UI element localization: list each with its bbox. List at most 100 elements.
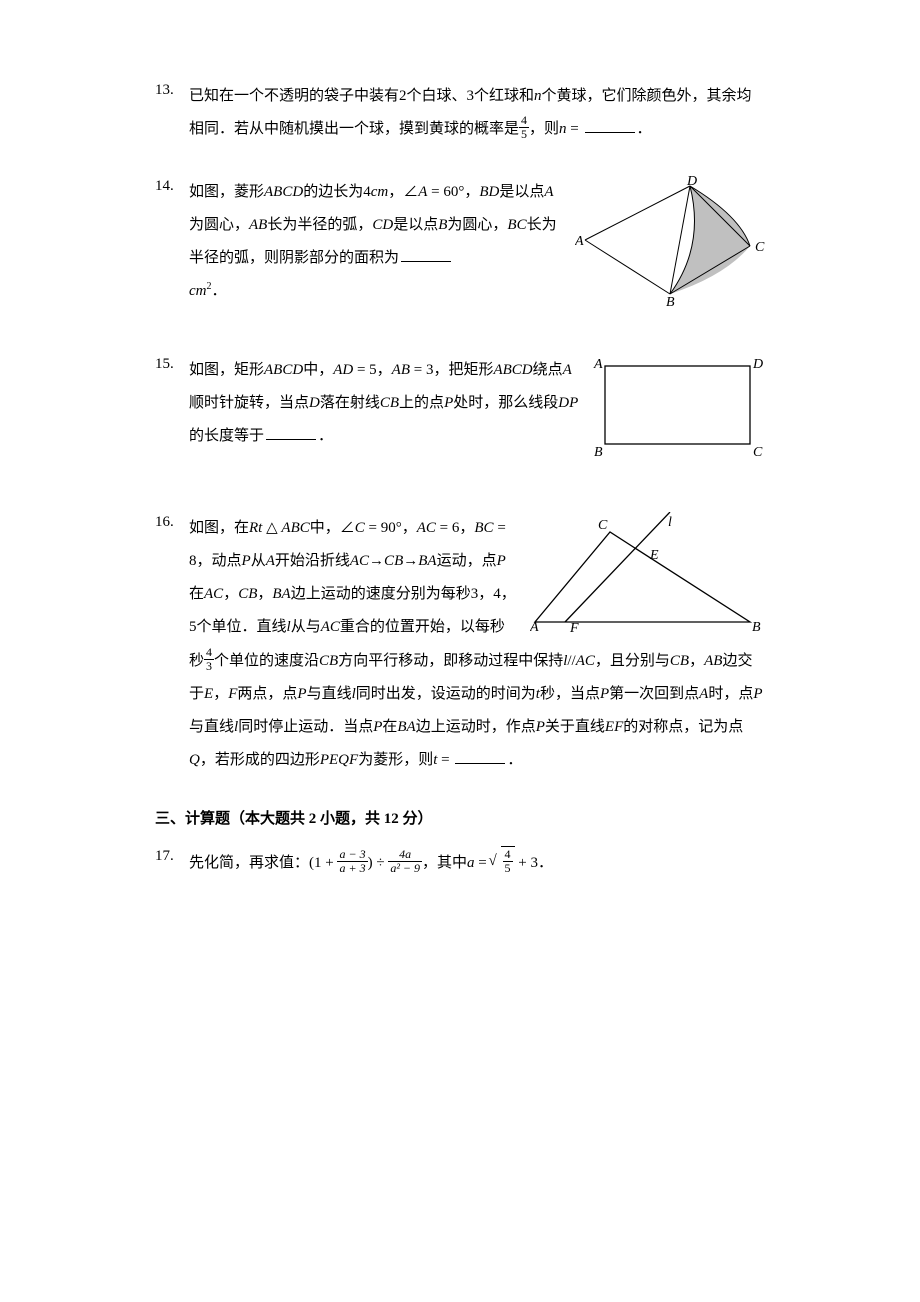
- label-c: C: [753, 445, 763, 459]
- question-number: 16.: [155, 512, 189, 531]
- text: ，若形成的四边形: [200, 752, 320, 768]
- text: 先化简，再求值：(1 +: [189, 855, 337, 871]
- label-f: F: [569, 621, 579, 632]
- text: ) ÷: [368, 855, 389, 871]
- text: 中，∠: [310, 520, 355, 536]
- label: AC: [321, 619, 340, 635]
- label: ABCD: [493, 362, 532, 378]
- text: 边上运动时，作点: [416, 719, 536, 735]
- text: 秒: [189, 653, 204, 669]
- figure-rectangle: A D B C: [590, 354, 765, 472]
- question-body: 已知在一个不透明的袋子中装有2个白球、3个红球和n个黄球，它们除颜色外，其余均相…: [189, 80, 765, 146]
- text: 是以点: [499, 184, 544, 200]
- label-a: A: [575, 234, 584, 249]
- label: P: [297, 686, 306, 702]
- text: 与直线: [307, 686, 352, 702]
- text: 两点，点: [237, 686, 297, 702]
- label: ABCD: [264, 362, 303, 378]
- text: 第一次回到点: [609, 686, 699, 702]
- question-text: 如图，矩形ABCD中，AD = 5，AB = 3，把矩形ABCD绕点A顺时针旋转…: [189, 354, 580, 453]
- label: BD: [479, 184, 499, 200]
- label: A: [266, 553, 275, 569]
- label: AC→CB→BA: [350, 553, 437, 569]
- label: E: [204, 686, 213, 702]
- text: 如图，矩形: [189, 362, 264, 378]
- label: BA: [397, 719, 415, 735]
- text: 的边长为4: [303, 184, 371, 200]
- label: CB: [380, 395, 399, 411]
- label: AC: [576, 653, 595, 669]
- label: A: [544, 184, 553, 200]
- label: AD: [333, 362, 353, 378]
- text: 同时出发，设运动的时间为: [356, 686, 536, 702]
- label: AB: [249, 217, 267, 233]
- edge: [585, 240, 670, 294]
- question-body: 如图，在Rt △ ABC中，∠C = 90°，AC = 6，BC = 8，动点P…: [189, 512, 765, 777]
- label: DP: [558, 395, 578, 411]
- text: 重合的位置开始，以每秒: [340, 619, 505, 635]
- label-l: l: [668, 515, 672, 530]
- figure-rhombus: A B C D: [575, 176, 765, 319]
- blank: [585, 118, 635, 133]
- text: 中，: [303, 362, 333, 378]
- label: CB: [319, 653, 338, 669]
- label: AC: [204, 586, 223, 602]
- text: = 60°，: [427, 184, 479, 200]
- text: 绕点: [533, 362, 563, 378]
- label: B: [438, 217, 447, 233]
- text: 从与: [291, 619, 321, 635]
- label: P: [373, 719, 382, 735]
- question-15: 15. 如图，矩形ABCD中，AD = 5，AB = 3，把矩形ABCD绕点A顺…: [155, 354, 765, 472]
- text: 方向平行移动，即移动过程中保持: [338, 653, 563, 669]
- text: ，且分别与: [595, 653, 670, 669]
- label: AC: [417, 520, 436, 536]
- text: △: [262, 520, 281, 536]
- text: = 90°，: [365, 520, 417, 536]
- var-n: n: [534, 88, 542, 104]
- text: = 3，把矩形: [410, 362, 493, 378]
- text: = 6，: [436, 520, 474, 536]
- fraction: 45: [503, 848, 513, 875]
- text: 顺时针旋转，当点: [189, 395, 309, 411]
- question-13: 13. 已知在一个不透明的袋子中装有2个白球、3个红球和n个黄球，它们除颜色外，…: [155, 80, 765, 146]
- text: 从: [251, 553, 266, 569]
- label: BA: [272, 586, 290, 602]
- question-text-cont: 秒43个单位的速度沿CB方向平行移动，即移动过程中保持l//AC，且分别与CB，…: [189, 645, 765, 777]
- label: Rt: [249, 520, 262, 536]
- var-n: n: [559, 121, 567, 137]
- label-b: B: [594, 445, 603, 459]
- question-number: 14.: [155, 176, 189, 195]
- fraction: 4aa² − 9: [388, 848, 422, 875]
- label: A: [563, 362, 572, 378]
- text: 为圆心，: [447, 217, 507, 233]
- blank: [455, 749, 505, 764]
- text: 同时停止运动．当点: [238, 719, 373, 735]
- shaded-region: [670, 186, 750, 294]
- label: AB: [704, 653, 722, 669]
- label: BC: [474, 520, 493, 536]
- section-title: 三、计算题（本大题共 2 小题，共 12 分）: [155, 807, 765, 828]
- blank: [401, 247, 451, 262]
- label-d: D: [686, 176, 697, 189]
- label: C: [355, 520, 365, 536]
- text: ，∠: [388, 184, 418, 200]
- question-number: 15.: [155, 354, 189, 373]
- text: 的长度等于: [189, 428, 264, 444]
- text: ，: [257, 586, 272, 602]
- label-b: B: [666, 295, 675, 306]
- label: A: [699, 686, 708, 702]
- text: 在: [189, 586, 204, 602]
- label: P: [444, 395, 453, 411]
- text: 的对称点，记为点: [623, 719, 743, 735]
- label: CB: [238, 586, 257, 602]
- label-b: B: [752, 620, 761, 632]
- label: D: [309, 395, 320, 411]
- text: 处时，那么线段: [453, 395, 558, 411]
- text: ．: [507, 752, 522, 768]
- label: ABC: [281, 520, 309, 536]
- label: A: [418, 184, 427, 200]
- text: 秒，当点: [540, 686, 600, 702]
- rhombus-svg: A B C D: [575, 176, 765, 306]
- label: PEQF: [320, 752, 358, 768]
- text: 开始沿折线: [275, 553, 350, 569]
